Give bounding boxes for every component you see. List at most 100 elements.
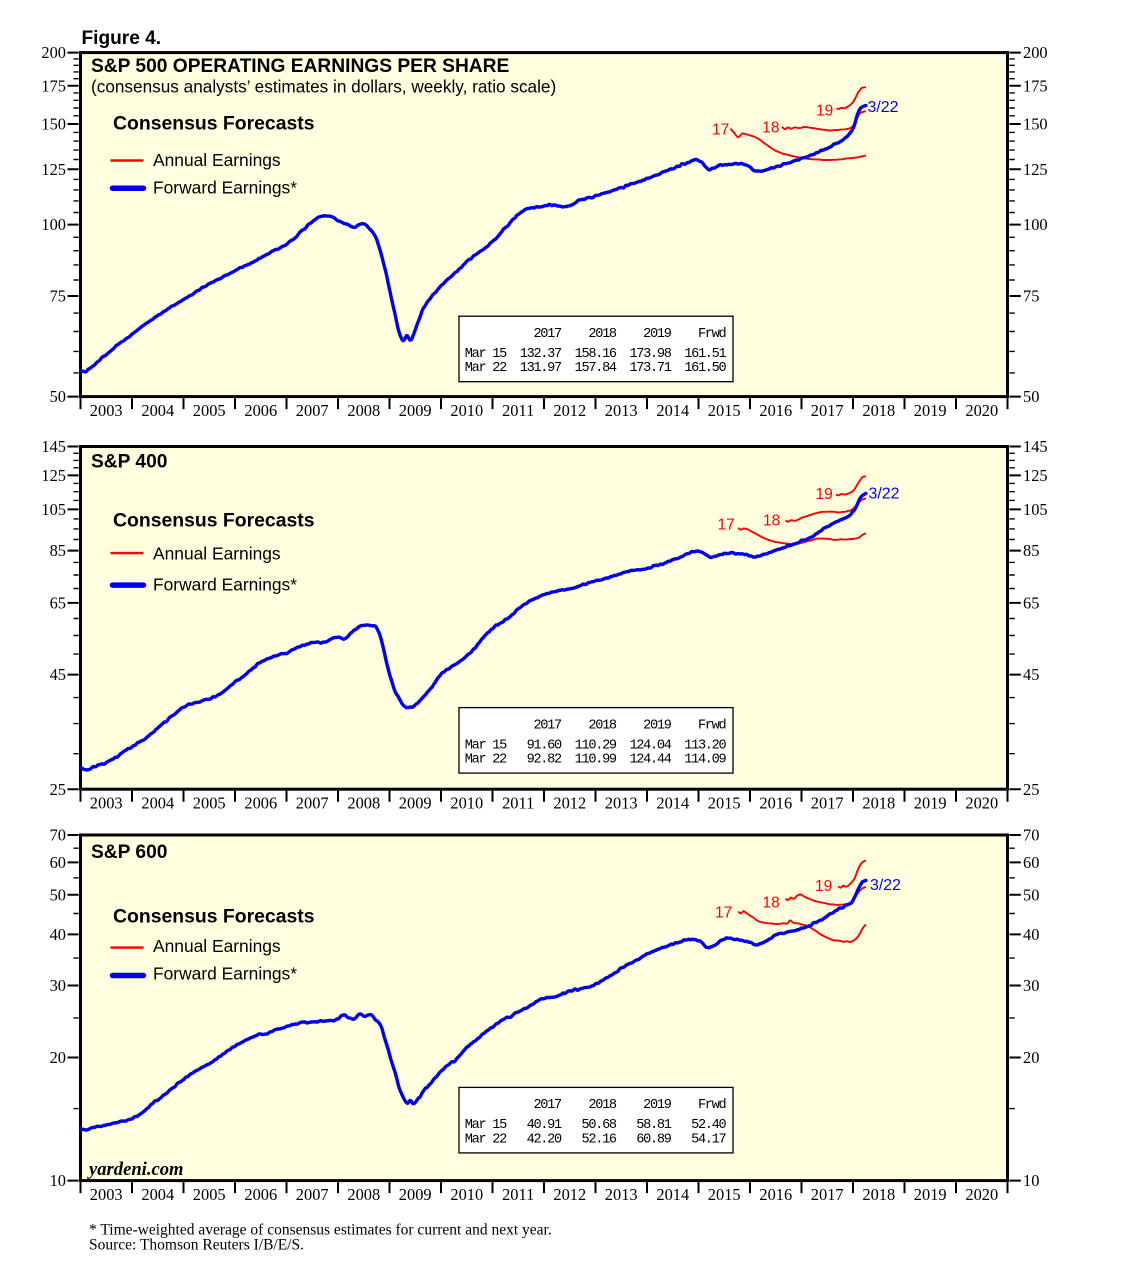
svg-text:110.29: 110.29 xyxy=(575,738,617,753)
svg-text:75: 75 xyxy=(50,287,66,306)
svg-text:91.60: 91.60 xyxy=(527,738,562,753)
svg-text:Forward Earnings*: Forward Earnings* xyxy=(153,178,297,198)
svg-text:175: 175 xyxy=(41,76,66,95)
svg-text:2018: 2018 xyxy=(862,794,895,813)
svg-text:2018: 2018 xyxy=(862,401,895,420)
svg-text:158.16: 158.16 xyxy=(575,347,617,362)
svg-text:60: 60 xyxy=(1023,853,1039,872)
svg-text:2020: 2020 xyxy=(965,1185,998,1204)
svg-text:40.91: 40.91 xyxy=(527,1118,562,1133)
svg-text:10: 10 xyxy=(1023,1171,1039,1190)
svg-text:30: 30 xyxy=(50,976,66,995)
svg-text:2018: 2018 xyxy=(862,1185,895,1204)
svg-text:85: 85 xyxy=(50,541,66,560)
svg-text:50: 50 xyxy=(1023,885,1039,904)
svg-text:19: 19 xyxy=(816,486,833,503)
svg-text:2004: 2004 xyxy=(141,794,174,813)
svg-text:2012: 2012 xyxy=(553,401,586,420)
svg-text:19: 19 xyxy=(815,878,832,895)
svg-text:124.44: 124.44 xyxy=(629,753,671,768)
svg-text:125: 125 xyxy=(1023,466,1048,485)
svg-text:Mar 15: Mar 15 xyxy=(465,347,507,362)
svg-text:2014: 2014 xyxy=(656,1185,689,1204)
svg-text:173.71: 173.71 xyxy=(629,361,671,376)
svg-text:105: 105 xyxy=(1023,500,1048,519)
svg-text:Annual Earnings: Annual Earnings xyxy=(153,544,281,564)
svg-text:Annual Earnings: Annual Earnings xyxy=(153,150,281,170)
svg-text:65: 65 xyxy=(50,594,66,613)
svg-text:150: 150 xyxy=(1023,115,1048,134)
svg-text:* Time-weighted average of con: * Time-weighted average of consensus est… xyxy=(89,1222,552,1239)
svg-text:2011: 2011 xyxy=(502,401,534,420)
svg-text:Figure 4.: Figure 4. xyxy=(82,28,162,49)
svg-text:2011: 2011 xyxy=(502,1185,534,1204)
svg-text:Frwd: Frwd xyxy=(698,327,726,342)
svg-text:2008: 2008 xyxy=(347,794,380,813)
svg-text:2007: 2007 xyxy=(296,401,329,420)
svg-text:yardeni.com: yardeni.com xyxy=(87,1159,184,1180)
svg-text:45: 45 xyxy=(50,665,66,684)
svg-text:Consensus Forecasts: Consensus Forecasts xyxy=(113,112,315,134)
svg-text:2017: 2017 xyxy=(811,401,844,420)
svg-text:125: 125 xyxy=(1023,160,1048,179)
svg-text:2005: 2005 xyxy=(193,401,226,420)
svg-text:105: 105 xyxy=(41,500,66,519)
svg-text:2019: 2019 xyxy=(643,327,672,342)
svg-text:2014: 2014 xyxy=(656,794,689,813)
svg-text:2015: 2015 xyxy=(708,401,741,420)
svg-text:2009: 2009 xyxy=(399,1185,432,1204)
svg-text:45: 45 xyxy=(1023,665,1039,684)
svg-text:125: 125 xyxy=(41,466,66,485)
svg-text:173.98: 173.98 xyxy=(629,347,671,362)
svg-text:2017: 2017 xyxy=(811,794,844,813)
svg-text:2007: 2007 xyxy=(296,1185,329,1204)
svg-text:60.89: 60.89 xyxy=(636,1132,671,1147)
svg-text:2005: 2005 xyxy=(193,794,226,813)
svg-text:30: 30 xyxy=(1023,976,1039,995)
svg-text:17: 17 xyxy=(718,517,735,534)
svg-text:2005: 2005 xyxy=(193,1185,226,1204)
svg-text:161.51: 161.51 xyxy=(684,347,726,362)
svg-text:2016: 2016 xyxy=(759,794,792,813)
svg-text:2019: 2019 xyxy=(643,1098,672,1113)
svg-text:3/22: 3/22 xyxy=(869,486,900,503)
svg-text:110.99: 110.99 xyxy=(575,753,617,768)
svg-text:150: 150 xyxy=(41,115,66,134)
svg-text:2011: 2011 xyxy=(502,794,534,813)
svg-text:2017: 2017 xyxy=(533,327,562,342)
svg-text:Consensus Forecasts: Consensus Forecasts xyxy=(113,510,315,532)
svg-text:2017: 2017 xyxy=(533,718,562,733)
svg-text:92.82: 92.82 xyxy=(527,753,562,768)
svg-text:18: 18 xyxy=(763,513,780,530)
svg-text:19: 19 xyxy=(816,103,833,120)
svg-text:2006: 2006 xyxy=(244,794,277,813)
svg-text:52.40: 52.40 xyxy=(691,1118,726,1133)
svg-text:2019: 2019 xyxy=(914,401,947,420)
svg-text:85: 85 xyxy=(1023,541,1039,560)
svg-text:Frwd: Frwd xyxy=(698,718,726,733)
svg-text:2014: 2014 xyxy=(656,401,689,420)
svg-text:2016: 2016 xyxy=(759,1185,792,1204)
svg-text:50: 50 xyxy=(50,885,66,904)
svg-text:70: 70 xyxy=(1023,826,1039,845)
svg-text:2018: 2018 xyxy=(588,327,617,342)
svg-text:60: 60 xyxy=(50,853,66,872)
svg-text:25: 25 xyxy=(50,780,66,799)
svg-text:2008: 2008 xyxy=(347,401,380,420)
svg-text:17: 17 xyxy=(712,122,729,139)
svg-text:17: 17 xyxy=(715,905,732,922)
svg-text:114.09: 114.09 xyxy=(684,753,726,768)
svg-text:2013: 2013 xyxy=(605,794,638,813)
svg-text:2019: 2019 xyxy=(914,1185,947,1204)
svg-text:Frwd: Frwd xyxy=(698,1098,726,1113)
svg-text:100: 100 xyxy=(1023,215,1048,234)
svg-text:50: 50 xyxy=(50,387,66,406)
svg-text:2013: 2013 xyxy=(605,401,638,420)
svg-text:2010: 2010 xyxy=(450,794,483,813)
svg-text:S&P 400: S&P 400 xyxy=(91,452,167,473)
svg-text:2016: 2016 xyxy=(759,401,792,420)
svg-text:2018: 2018 xyxy=(588,718,617,733)
svg-text:3/22: 3/22 xyxy=(868,99,899,116)
svg-text:S&P 500 OPERATING EARNINGS PER: S&P 500 OPERATING EARNINGS PER SHARE xyxy=(91,56,510,77)
svg-text:2020: 2020 xyxy=(965,794,998,813)
